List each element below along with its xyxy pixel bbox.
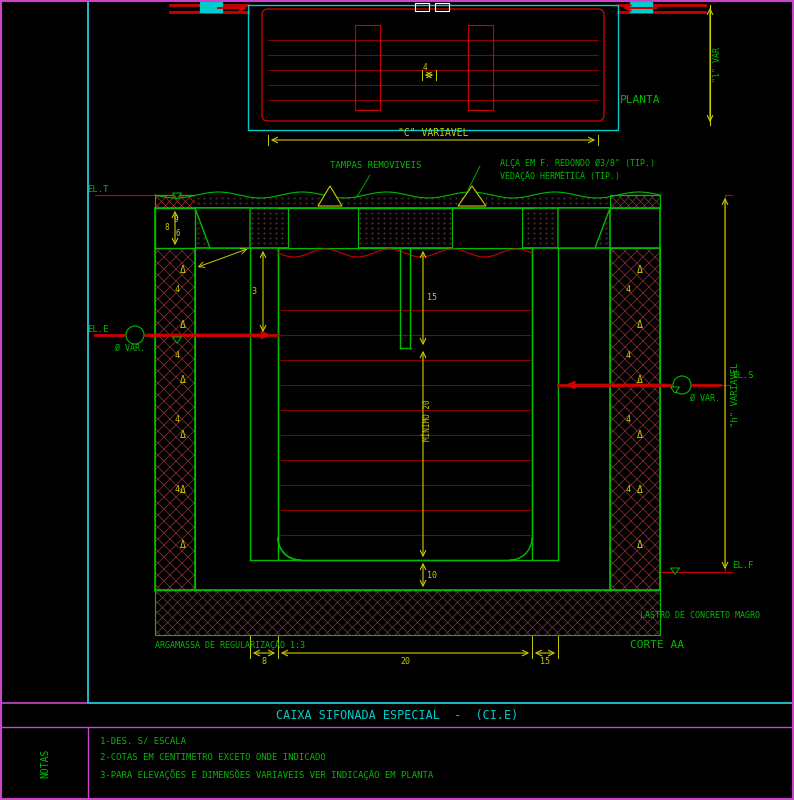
- Text: TAMPAS REMOVIVEIS: TAMPAS REMOVIVEIS: [330, 161, 422, 198]
- Text: LASTRO DE CONCRETO MAGRO: LASTRO DE CONCRETO MAGRO: [640, 610, 760, 619]
- Text: 4: 4: [626, 415, 630, 425]
- Text: EL.E: EL.E: [87, 326, 109, 334]
- Text: 4: 4: [175, 350, 179, 359]
- Bar: [288, 208, 358, 248]
- Circle shape: [126, 326, 144, 344]
- Text: 10: 10: [427, 570, 437, 579]
- Bar: [195, 195, 610, 248]
- Bar: [155, 195, 195, 208]
- Text: 4: 4: [175, 286, 179, 294]
- Text: EL.T: EL.T: [87, 186, 109, 194]
- Text: Δ: Δ: [180, 265, 186, 275]
- Text: 20: 20: [400, 657, 410, 666]
- Text: 2-COTAS EM CENTIMETRO EXCETO ONDE INDICADO: 2-COTAS EM CENTIMETRO EXCETO ONDE INDICA…: [100, 754, 326, 762]
- Polygon shape: [172, 337, 182, 343]
- Text: VEDAÇÃO HERMÉTICA (TIP.): VEDAÇÃO HERMÉTICA (TIP.): [500, 170, 620, 182]
- Text: CAIXA SIFONADA ESPECIAL  -  (CI.E): CAIXA SIFONADA ESPECIAL - (CI.E): [276, 709, 518, 722]
- Text: Δ: Δ: [637, 320, 643, 330]
- Text: 9: 9: [173, 215, 178, 225]
- Text: EL.F: EL.F: [732, 561, 754, 570]
- Text: PLANTA: PLANTA: [620, 95, 661, 105]
- Text: "h" VARIAVEL: "h" VARIAVEL: [730, 362, 739, 427]
- Text: "l" VAR: "l" VAR: [712, 47, 722, 82]
- Text: Δ: Δ: [180, 320, 186, 330]
- Bar: [610, 248, 660, 590]
- Circle shape: [673, 376, 691, 394]
- Text: ARGAMASSA DE REGULARIZAÇÃO 1:3: ARGAMASSA DE REGULARIZAÇÃO 1:3: [155, 640, 305, 650]
- Bar: [435, 3, 449, 11]
- Bar: [610, 195, 660, 208]
- Bar: [610, 248, 660, 590]
- Text: 4: 4: [626, 486, 630, 494]
- Bar: [88, 1, 793, 703]
- Text: Δ: Δ: [180, 430, 186, 440]
- Polygon shape: [458, 186, 486, 206]
- Polygon shape: [155, 208, 195, 248]
- Text: Δ: Δ: [637, 375, 643, 385]
- Polygon shape: [670, 568, 680, 574]
- Text: Ø VAR.: Ø VAR.: [690, 394, 720, 402]
- Text: 1-DES. S/ ESCALA: 1-DES. S/ ESCALA: [100, 737, 186, 746]
- Text: Δ: Δ: [637, 485, 643, 495]
- Bar: [248, 5, 618, 130]
- Text: 15: 15: [427, 294, 437, 302]
- Text: MÍNIMO 20: MÍNIMO 20: [422, 399, 431, 441]
- Bar: [155, 248, 195, 590]
- Text: Ø VAR.: Ø VAR.: [115, 343, 145, 353]
- Bar: [200, 2, 222, 12]
- Bar: [415, 3, 429, 11]
- Text: 3-PARA ELEVAÇÕES E DIMENSÕES VARIAVEIS VER INDICAÇÃO EM PLANTA: 3-PARA ELEVAÇÕES E DIMENSÕES VARIAVEIS V…: [100, 770, 434, 781]
- Text: 8: 8: [261, 657, 267, 666]
- Polygon shape: [195, 208, 250, 248]
- Text: CORTE AA: CORTE AA: [630, 640, 684, 650]
- Bar: [155, 590, 660, 635]
- Text: 6: 6: [175, 229, 179, 238]
- Text: 15: 15: [540, 657, 550, 666]
- Bar: [155, 195, 195, 208]
- Text: ALÇA EM F. REDONDO Ø3/8" (TIP.): ALÇA EM F. REDONDO Ø3/8" (TIP.): [500, 158, 655, 167]
- Text: NOTAS: NOTAS: [40, 748, 50, 778]
- Bar: [155, 590, 660, 635]
- Text: "C" VARIAVEL: "C" VARIAVEL: [398, 128, 468, 138]
- Text: Δ: Δ: [637, 540, 643, 550]
- Text: EL.S: EL.S: [732, 370, 754, 379]
- Text: 4: 4: [626, 286, 630, 294]
- Polygon shape: [318, 186, 342, 206]
- Text: 8: 8: [164, 223, 169, 233]
- Text: 4: 4: [175, 415, 179, 425]
- Polygon shape: [558, 208, 610, 248]
- Text: Δ: Δ: [180, 540, 186, 550]
- Bar: [452, 208, 522, 248]
- Text: 4: 4: [422, 63, 427, 73]
- Text: Δ: Δ: [180, 375, 186, 385]
- Bar: [155, 248, 195, 590]
- Text: 3: 3: [251, 286, 256, 295]
- Text: 4: 4: [626, 350, 630, 359]
- Polygon shape: [172, 193, 182, 199]
- Text: 4: 4: [175, 486, 179, 494]
- Text: Δ: Δ: [180, 485, 186, 495]
- Text: Δ: Δ: [637, 430, 643, 440]
- Bar: [630, 2, 652, 12]
- Bar: [610, 195, 660, 208]
- Text: Δ: Δ: [637, 265, 643, 275]
- Polygon shape: [670, 387, 680, 394]
